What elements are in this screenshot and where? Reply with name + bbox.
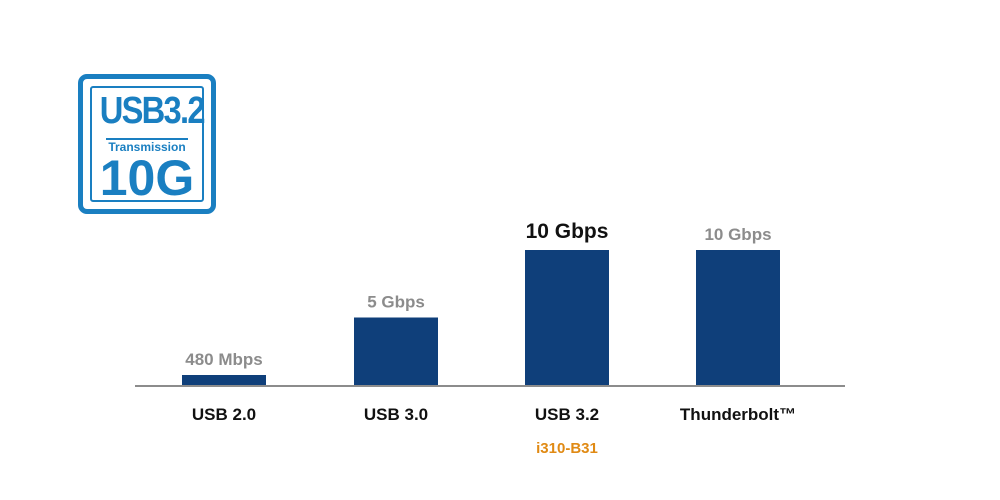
- labels-group: 480 Mbps USB 2.0 5 Gbps USB 3.0 10 Gbps USB 3…: [185, 220, 796, 457]
- model-sublabel: i310-B31: [536, 440, 598, 457]
- badge-speed-label: 10G: [99, 150, 195, 206]
- bar-1: [182, 375, 266, 385]
- value-label-3: 10 Gbps: [526, 220, 609, 243]
- value-label-4: 10 Gbps: [704, 225, 771, 244]
- badge-transmission-label: Transmission: [108, 140, 186, 154]
- bar-4: [696, 250, 780, 385]
- bar-2: [354, 317, 438, 385]
- value-label-2: 5 Gbps: [367, 293, 425, 312]
- category-label-1: USB 2.0: [192, 405, 256, 424]
- usb32-10g-badge: USB3.2 Transmission 10G: [78, 74, 216, 214]
- bar-3: [525, 250, 609, 385]
- badge-usb-label: USB3.2: [99, 90, 206, 132]
- badge-divider: [106, 138, 188, 140]
- category-label-3: USB 3.2: [535, 405, 599, 424]
- bars-group: [182, 250, 780, 385]
- category-label-2: USB 3.0: [364, 405, 428, 424]
- value-label-1: 480 Mbps: [185, 350, 262, 369]
- badge-inner-frame: USB3.2 Transmission 10G: [90, 86, 206, 206]
- category-label-4: Thunderbolt™: [680, 405, 796, 424]
